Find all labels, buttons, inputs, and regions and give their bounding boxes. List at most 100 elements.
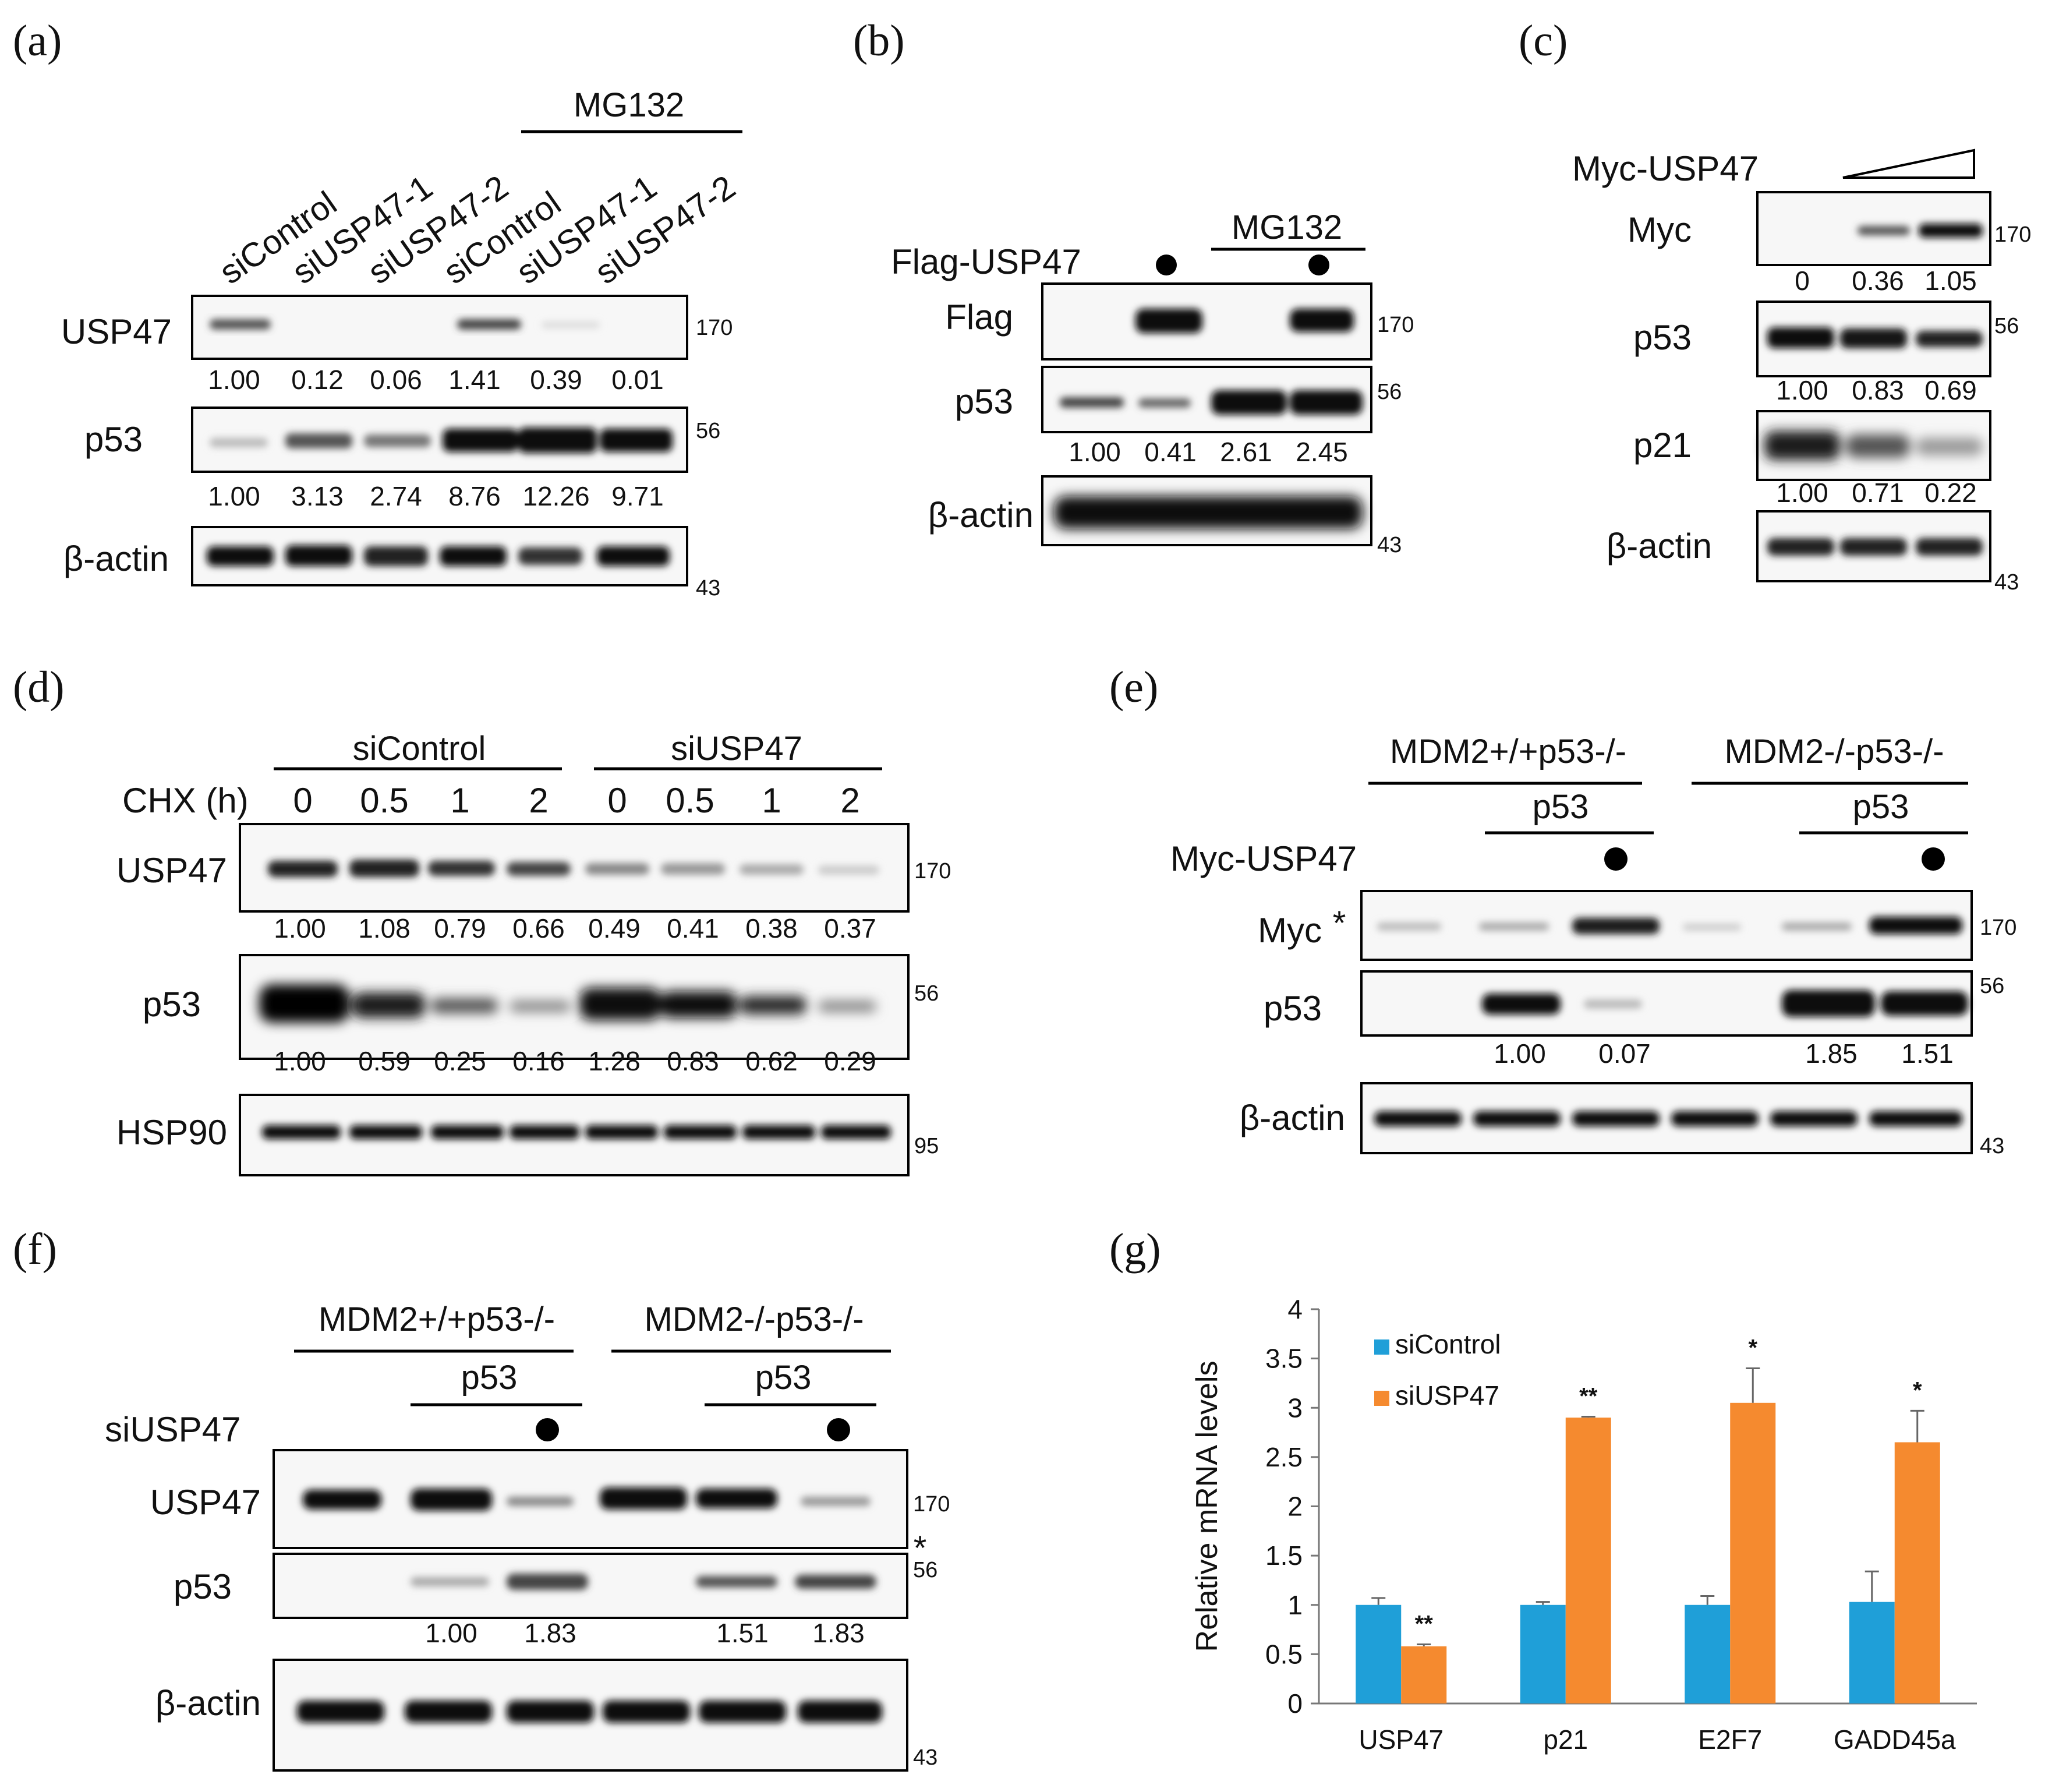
quant-value: 0.41 bbox=[1144, 437, 1197, 467]
time-label: 2 bbox=[529, 781, 548, 820]
panel-a-lane-labels: siControl siUSP47-1 siUSP47-2 siControl … bbox=[213, 168, 742, 291]
treatment-label: Myc-USP47 bbox=[1572, 149, 1759, 188]
mw-marker: 170 bbox=[913, 1492, 950, 1517]
quant-value: 0.66 bbox=[512, 913, 565, 943]
row-label: Myc bbox=[1628, 210, 1692, 249]
mw-marker: 170 bbox=[1994, 222, 2031, 247]
mw-marker: 56 bbox=[1980, 974, 2004, 998]
significance-marker: * bbox=[1748, 1335, 1757, 1361]
quant-value: 1.00 bbox=[425, 1618, 477, 1648]
dose-wedge bbox=[1842, 149, 1975, 179]
mw-marker: 43 bbox=[696, 576, 720, 600]
mw-marker: 56 bbox=[1994, 314, 2019, 338]
quant-value: 1.00 bbox=[274, 1046, 326, 1076]
blot-usp47 bbox=[191, 295, 688, 360]
quant-value: 1.00 bbox=[1776, 478, 1828, 508]
treatment-dot bbox=[536, 1418, 559, 1441]
time-label: 0.5 bbox=[360, 781, 408, 820]
bands-actin bbox=[297, 1701, 882, 1723]
blot-usp47 bbox=[239, 823, 910, 913]
treatment-dot bbox=[1308, 255, 1329, 275]
y-tick-label: 1 bbox=[1287, 1590, 1303, 1620]
bar bbox=[1894, 1442, 1940, 1703]
y-tick-label: 2 bbox=[1287, 1491, 1303, 1522]
quant-value: 0.12 bbox=[291, 365, 344, 395]
bands-p53 bbox=[1060, 390, 1363, 415]
row-label: Flag bbox=[945, 298, 1013, 337]
mw-marker: 170 bbox=[1980, 916, 2016, 940]
mw-marker: 43 bbox=[1377, 533, 1402, 557]
quant-usp47: 1.00 1.08 0.79 0.66 0.49 0.41 0.38 0.37 bbox=[274, 913, 876, 943]
quant-value: 0.83 bbox=[1852, 375, 1904, 405]
quant-p53: 1.00 1.83 1.51 1.83 bbox=[425, 1618, 865, 1648]
y-tick-label: 0 bbox=[1287, 1688, 1303, 1719]
group-label: siControl bbox=[353, 730, 486, 768]
bands-usp47 bbox=[210, 319, 600, 330]
bands-actin bbox=[1767, 538, 1983, 556]
mw-marker: 56 bbox=[1377, 380, 1402, 404]
quant-value: 0.79 bbox=[434, 913, 486, 943]
row-label: β-actin bbox=[1240, 1098, 1345, 1137]
quant-p53: 1.00 0.41 2.61 2.45 bbox=[1069, 437, 1348, 467]
quant-value: 1.00 bbox=[1776, 375, 1828, 405]
time-label: 2 bbox=[840, 781, 859, 820]
y-axis-label: Relative mRNA levels bbox=[1190, 1361, 1224, 1652]
panel-g-label: (g) bbox=[1109, 1225, 1161, 1274]
bar bbox=[1685, 1604, 1731, 1703]
row-label: USP47 bbox=[116, 851, 227, 890]
quant-p21: 1.00 0.71 0.22 bbox=[1776, 478, 1977, 508]
quant-value: 0.01 bbox=[611, 365, 664, 395]
mw-marker: 43 bbox=[913, 1745, 937, 1770]
time-label: 0.5 bbox=[666, 781, 714, 820]
x-tick-label: E2F7 bbox=[1698, 1724, 1762, 1755]
quant-value: 0.71 bbox=[1852, 478, 1904, 508]
mw-marker: 56 bbox=[696, 419, 720, 443]
mw-marker: 170 bbox=[1377, 313, 1414, 337]
mw-marker: 95 bbox=[914, 1134, 939, 1158]
quant-value: 2.74 bbox=[370, 481, 422, 511]
quant-value: 0.07 bbox=[1598, 1038, 1651, 1069]
row-label: p53 bbox=[143, 985, 201, 1024]
quant-value: 0.41 bbox=[667, 913, 719, 943]
quant-value: 1.51 bbox=[1901, 1038, 1954, 1069]
bands-actin bbox=[1054, 496, 1363, 529]
bands-usp47 bbox=[268, 860, 879, 877]
panel-d-label: (d) bbox=[13, 663, 65, 712]
row-label: p53 bbox=[174, 1567, 232, 1606]
quant-value: 3.13 bbox=[291, 481, 344, 511]
treatment-label: Myc-USP47 bbox=[1170, 839, 1357, 878]
bar bbox=[1565, 1418, 1611, 1703]
legend-swatch bbox=[1374, 1391, 1389, 1406]
panel-b: (b) MG132 Flag-USP47 Flag 170 p53 56 1.0… bbox=[853, 16, 1414, 557]
row-label: p53 bbox=[84, 420, 143, 459]
subgroup-label: p53 bbox=[461, 1359, 518, 1397]
time-label: 1 bbox=[762, 781, 781, 820]
quant-value: 0.36 bbox=[1852, 266, 1904, 296]
panel-b-group-label: MG132 bbox=[1232, 208, 1342, 246]
quant-value: 0.16 bbox=[512, 1046, 565, 1076]
row-label: p21 bbox=[1633, 426, 1692, 465]
panel-a-group-label: MG132 bbox=[574, 86, 684, 124]
legend-label: siControl bbox=[1395, 1329, 1501, 1359]
quant-value: 0.62 bbox=[745, 1046, 798, 1076]
row-label: p53 bbox=[1264, 989, 1322, 1028]
row-label: β-actin bbox=[155, 1684, 261, 1723]
panel-c-label: (c) bbox=[1519, 16, 1568, 65]
bands-usp47 bbox=[303, 1487, 871, 1511]
time-label: 1 bbox=[450, 781, 469, 820]
significance-marker: ** bbox=[1579, 1383, 1598, 1409]
y-tick-label: 1.5 bbox=[1265, 1540, 1303, 1571]
panel-a: (a) MG132 siControl siUSP47-1 siUSP47-2 … bbox=[13, 16, 742, 600]
subgroup-label: p53 bbox=[1533, 788, 1589, 826]
quant-value: 1.08 bbox=[358, 913, 411, 943]
panel-a-label: (a) bbox=[13, 16, 62, 65]
quant-value: 0 bbox=[1795, 266, 1810, 296]
bar bbox=[1401, 1646, 1447, 1703]
quant-value: 1.51 bbox=[716, 1618, 769, 1648]
panel-e-label: (e) bbox=[1109, 663, 1158, 712]
bands-p53 bbox=[411, 1574, 876, 1590]
panel-d: (d) siControl siUSP47 CHX (h) 0 0.5 1 2 … bbox=[13, 663, 951, 1176]
row-label: p53 bbox=[1633, 318, 1692, 357]
y-tick-label: 0.5 bbox=[1265, 1639, 1303, 1669]
quant-value: 1.28 bbox=[588, 1046, 641, 1076]
